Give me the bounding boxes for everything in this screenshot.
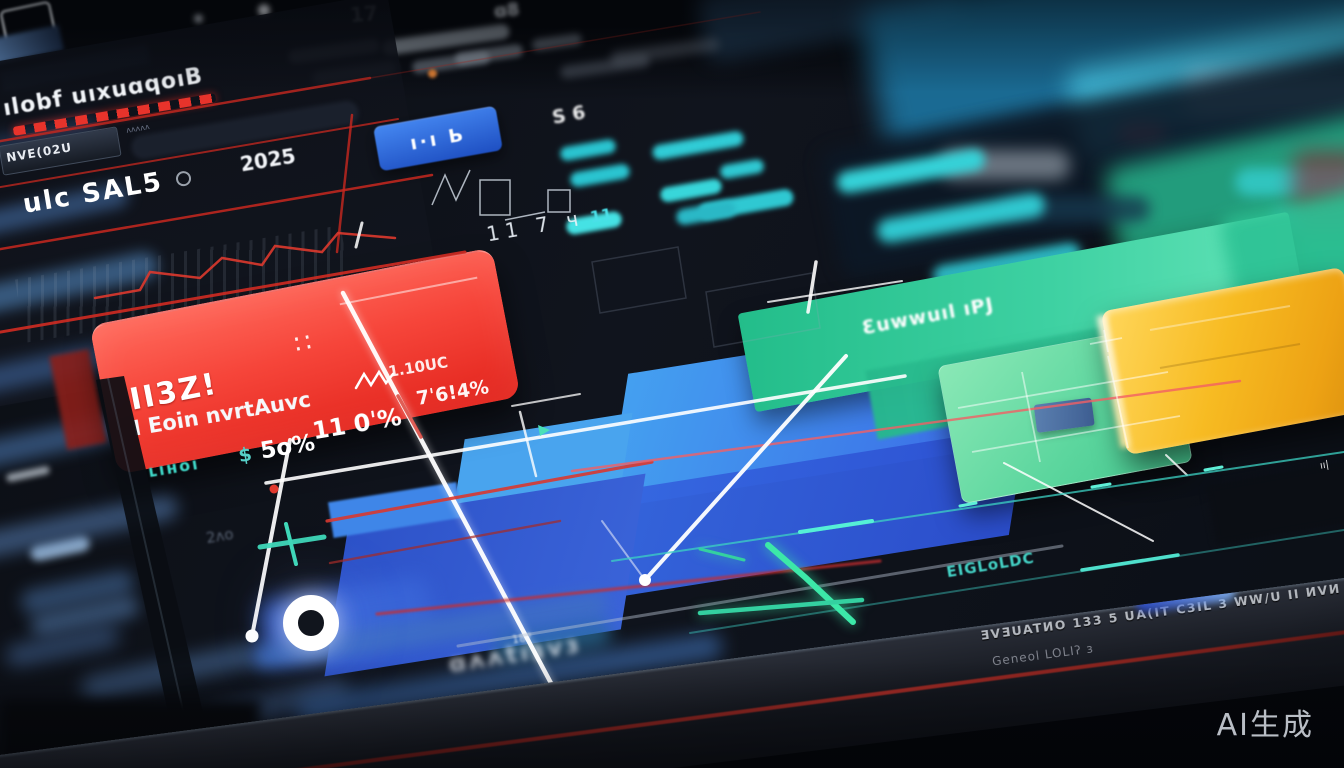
bokeh-dot	[194, 14, 203, 23]
white-dash	[5, 465, 51, 483]
cta-hash-icon: ∷	[292, 327, 314, 361]
glyph-pair: S 6	[550, 101, 588, 129]
top-tick-right: ɑ8	[492, 0, 521, 23]
grid-card-slab	[1033, 397, 1095, 433]
chart-faint-label: 2ʌo	[204, 524, 235, 548]
teal-pill	[569, 162, 631, 189]
blue-button-glyphs: ı·ı Ь	[408, 123, 468, 155]
blur-row	[79, 641, 261, 703]
green-band-label: Ɛuwwuıl ıPJ	[860, 293, 996, 340]
tiny-ticks-label: ıı|	[1319, 459, 1330, 472]
teal-pill	[651, 130, 745, 161]
orange-dot	[428, 69, 437, 78]
blur-row	[0, 491, 181, 565]
cta-highlight	[339, 276, 478, 306]
teal-code-label: EIGLoLDC	[945, 548, 1036, 582]
teal-pill	[675, 199, 737, 227]
teal-small-label: 11	[588, 204, 614, 227]
teal-pill	[559, 138, 617, 162]
teal-pill	[659, 177, 723, 204]
wire-digits: 11 7 ч	[484, 205, 587, 247]
teal-pill	[719, 158, 765, 180]
donut-knob-icon[interactable]	[283, 595, 339, 651]
watermark: AI生成	[1216, 708, 1314, 743]
badge-ring-icon	[174, 170, 192, 188]
currency-icon: $	[236, 443, 254, 468]
